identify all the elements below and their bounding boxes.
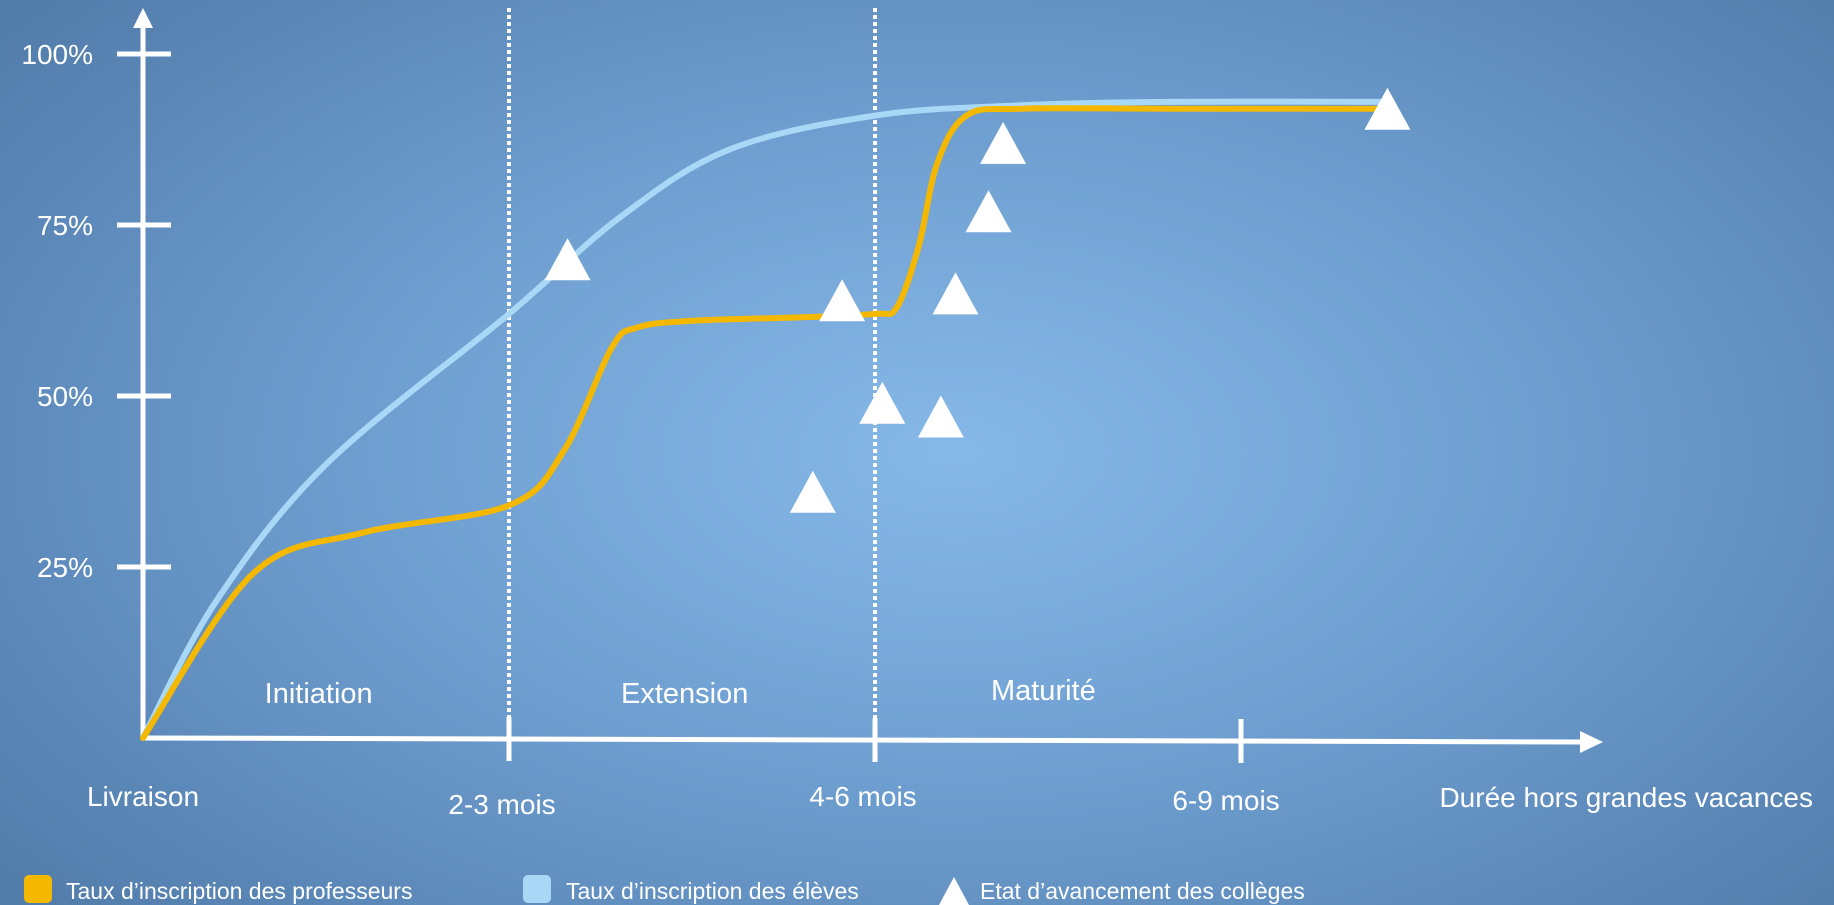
legend-label-professeurs: Taux d’inscription des professeurs: [66, 878, 412, 904]
college-marker: [819, 279, 866, 322]
legend-swatch-professeurs: [24, 875, 52, 903]
college-marker: [932, 272, 979, 315]
y-axis-arrow: [133, 8, 153, 28]
y-tick-label: 50%: [37, 381, 93, 412]
x-tick-label: 4-6 mois: [809, 781, 916, 812]
legend-triangle-icon: [939, 877, 969, 905]
phase-labels: Initiation Extension Maturité: [265, 675, 1096, 710]
college-marker: [544, 238, 591, 281]
x-axis-title: Durée hors grandes vacances: [1439, 782, 1813, 813]
series-line-eleves: [140, 105, 1391, 741]
phase-label-maturite: Maturité: [991, 675, 1096, 707]
phase-label-extension: Extension: [621, 678, 748, 710]
college-marker: [789, 470, 836, 513]
series-line-professeurs: [140, 98, 1391, 741]
y-tick-label: 100%: [21, 39, 93, 70]
y-tick-label: 25%: [37, 552, 93, 583]
x-tick-label: Livraison: [87, 781, 199, 812]
y-ticks: 25% 50% 75% 100%: [21, 39, 171, 583]
x-tick-label: 2-3 mois: [448, 789, 555, 820]
college-marker: [917, 395, 964, 438]
series-lines: [140, 98, 1391, 741]
legend-label-colleges: Etat d’avancement des collèges: [980, 878, 1305, 904]
college-markers: [544, 87, 1411, 513]
y-tick-label: 75%: [37, 210, 93, 241]
legend-label-eleves: Taux d’inscription des élèves: [566, 878, 859, 904]
legend: Taux d’inscription des professeurs Taux d…: [24, 875, 1305, 905]
college-marker: [965, 190, 1012, 233]
college-marker: [1364, 87, 1411, 130]
phase-label-initiation: Initiation: [265, 678, 373, 710]
x-tick-label: 6-9 mois: [1172, 785, 1279, 816]
x-ticks: Livraison 2-3 mois 4-6 mois 6-9 mois: [87, 717, 1280, 820]
college-marker: [859, 381, 906, 424]
x-axis-arrow: [1580, 731, 1603, 753]
college-marker: [980, 121, 1027, 164]
phase-boundaries: [507, 8, 877, 736]
x-axis: [142, 735, 1587, 745]
legend-swatch-eleves: [523, 875, 551, 903]
